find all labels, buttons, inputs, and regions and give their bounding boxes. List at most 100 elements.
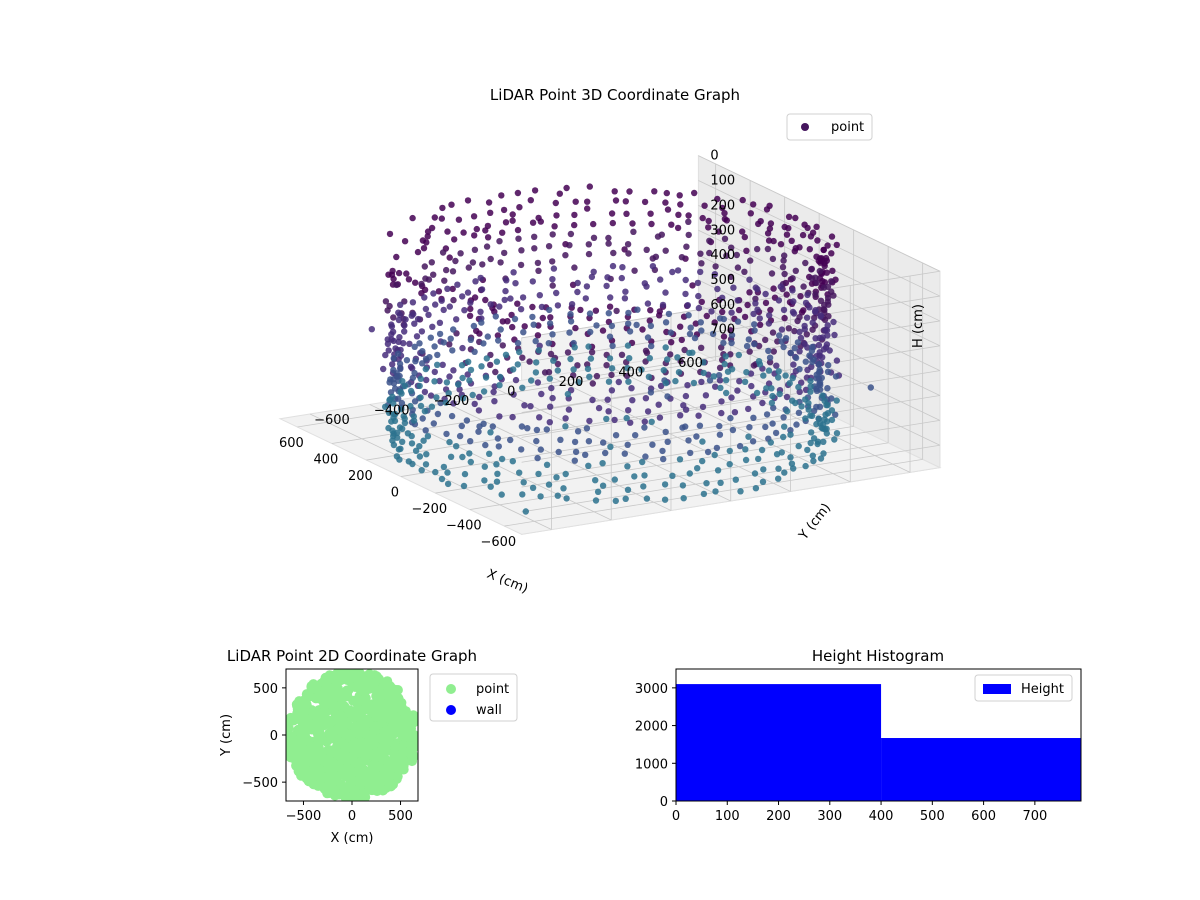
data-point-2d: [378, 785, 388, 796]
data-point-3d: [621, 246, 628, 253]
data-point-3d: [764, 245, 772, 253]
data-point-3d: [734, 387, 741, 394]
data-point-3d: [436, 319, 444, 326]
data-point-3d: [691, 189, 698, 197]
data-point-3d: [390, 355, 397, 362]
data-point-3d: [509, 323, 516, 331]
data-point-3d: [498, 455, 506, 463]
data-point-3d: [514, 300, 521, 307]
data-point-3d: [459, 344, 466, 352]
data-point-3d: [532, 369, 540, 376]
grid-line-z-left: [521, 270, 940, 339]
data-point-3d: [405, 276, 413, 283]
data-point-3d: [785, 225, 792, 232]
data-point-3d: [557, 436, 564, 443]
data-point-3d: [646, 317, 653, 324]
data-point-3d: [395, 316, 403, 324]
data-point-3d: [766, 225, 774, 232]
data-point-3d: [770, 348, 777, 355]
data-point-3d: [765, 320, 773, 327]
data-point-3d: [466, 377, 473, 384]
chart-histogram: Height Histogram 0 100 200 300 400 500 600 7000…: [635, 647, 1082, 824]
data-point-3d: [633, 321, 640, 329]
data-point-3d: [451, 236, 458, 243]
data-point-3d: [464, 371, 471, 378]
data-point-3d: [722, 353, 729, 360]
data-point-3d: [736, 442, 744, 450]
data-point-3d: [694, 465, 701, 472]
y-tick-label-3d: 0: [507, 384, 515, 399]
data-point-3d: [549, 231, 556, 238]
data-point-3d: [492, 368, 499, 376]
data-point-3d: [833, 397, 840, 404]
data-point-3d: [476, 393, 483, 401]
data-point-3d: [529, 278, 536, 285]
data-point-3d: [785, 325, 792, 332]
data-point-3d: [450, 326, 457, 333]
data-point-3d: [731, 409, 739, 416]
data-point-3d: [538, 390, 545, 398]
x-tick-label-hist: 400: [869, 809, 894, 824]
data-point-3d: [766, 202, 773, 209]
data-point-3d: [828, 250, 835, 257]
data-point-3d: [421, 408, 429, 415]
data-point-3d: [412, 279, 419, 286]
data-point-3d: [807, 377, 814, 385]
data-point-3d: [728, 309, 735, 316]
data-point-3d: [678, 336, 685, 344]
data-point-3d: [549, 331, 556, 338]
data-point-3d: [424, 433, 432, 440]
data-point-3d: [744, 301, 751, 309]
data-point-3d: [747, 257, 754, 264]
data-point-3d: [556, 190, 563, 197]
data-point-3d: [546, 306, 553, 314]
data-point-3d: [517, 306, 525, 313]
data-point-3d: [750, 414, 757, 421]
data-point-3d: [457, 250, 464, 257]
histogram-bars: [676, 684, 1081, 801]
data-point-3d: [519, 294, 527, 301]
data-point-3d: [778, 326, 786, 333]
data-point-3d: [418, 328, 426, 335]
data-point-3d: [398, 406, 405, 413]
data-point-3d: [446, 373, 453, 380]
data-point-3d: [802, 462, 809, 470]
data-point-3d: [562, 415, 569, 422]
data-point-3d: [502, 287, 509, 295]
data-point-3d: [712, 383, 719, 390]
data-point-3d: [768, 385, 775, 392]
data-point-3d: [754, 286, 761, 293]
chart-3d-xlabel: X (cm): [485, 567, 530, 597]
x-tick-label-hist: 700: [1022, 809, 1047, 824]
data-point-3d: [825, 361, 832, 369]
data-point-3d: [582, 295, 589, 302]
data-point-3d: [815, 361, 823, 368]
data-point-3d: [535, 267, 542, 274]
data-point-3d: [475, 428, 482, 435]
data-point-3d: [574, 428, 582, 435]
data-point-3d: [728, 339, 735, 347]
data-point-3d: [824, 242, 831, 249]
data-point-3d: [792, 354, 800, 362]
data-point-3d: [432, 468, 439, 476]
data-point-3d: [810, 457, 817, 465]
data-point-3d: [440, 463, 448, 471]
data-point-3d: [491, 398, 498, 405]
data-point-3d: [792, 214, 799, 222]
data-point-3d: [611, 476, 618, 483]
data-point-3d: [600, 439, 607, 446]
data-point-3d: [639, 458, 646, 466]
data-point-3d: [655, 401, 662, 408]
data-point-3d: [452, 257, 459, 265]
data-point-3d: [520, 329, 527, 336]
data-point-3d: [703, 480, 710, 487]
data-point-2d: [370, 721, 381, 732]
data-point-3d: [496, 413, 503, 420]
data-point-3d: [659, 447, 666, 455]
data-point-3d: [428, 259, 435, 266]
data-point-3d: [626, 328, 634, 335]
data-point-3d: [648, 220, 655, 228]
data-point-3d: [585, 241, 592, 248]
data-point-3d: [427, 392, 435, 399]
data-point-3d: [547, 350, 555, 358]
